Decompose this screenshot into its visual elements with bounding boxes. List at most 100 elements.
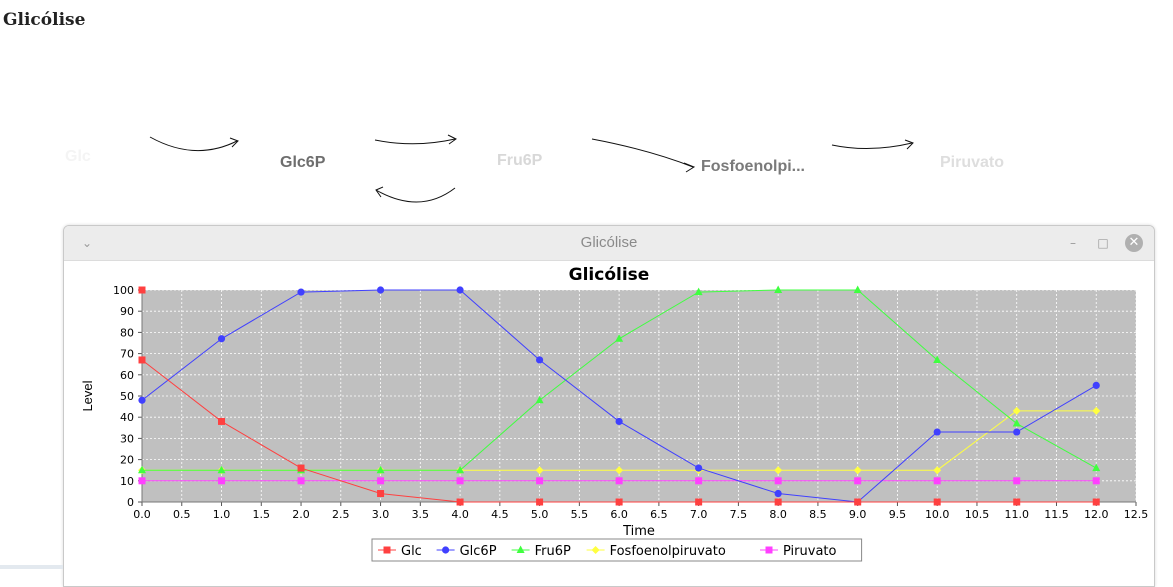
data-point-glc6p [456,286,464,294]
maximize-icon[interactable]: □ [1097,236,1109,250]
data-point-glc [695,498,703,506]
x-tick-label: 8.0 [769,508,787,521]
y-tick-label: 0 [127,496,134,509]
x-tick-label: 12.0 [1084,508,1109,521]
data-point-fru6p [615,334,624,342]
data-point-fosfoenolpiruvato [853,466,862,475]
page-title: Glicólise [3,10,86,30]
x-tick-label: 9.5 [889,508,907,521]
x-tick-label: 12.5 [1124,508,1149,521]
x-tick-label: 1.0 [213,508,231,521]
legend-label-glc6p: Glc6P [460,544,497,559]
x-tick-label: 6.0 [610,508,628,521]
legend-marker-piruvato [765,546,773,554]
data-point-fosfoenolpiruvato [615,466,624,475]
x-tick-label: 5.0 [531,508,549,521]
legend-box [371,538,863,562]
data-point-fru6p [1092,463,1101,472]
data-point-glc [218,417,226,425]
data-point-glc6p [1013,428,1021,436]
x-tick-label: 10.5 [965,508,990,521]
x-tick-label: 0.5 [173,508,191,521]
x-axis-label: Time [622,524,655,539]
data-point-glc [854,498,862,506]
x-tick-label: 5.5 [571,508,589,521]
arrow-fosfo-piruvato [831,142,913,150]
y-axis-label: Level [80,380,95,411]
legend-label-fosfoenolpiruvato: Fosfoenolpiruvato [610,544,726,559]
data-point-glc6p [933,428,941,436]
legend-item-glc: Glc [378,544,422,559]
data-point-fru6p [456,465,465,474]
data-point-piruvato [536,477,544,485]
chart-title: Glicólise [569,265,650,285]
x-tick-label: 9.0 [849,508,867,521]
data-point-glc6p [376,286,385,294]
y-tick-label: 30 [120,432,134,445]
x-tick-label: 6.5 [650,508,668,521]
arrow-fru6p-fosfo [591,138,694,168]
data-point-piruvato [1092,477,1100,485]
data-point-glc [1092,498,1100,506]
data-point-fru6p [774,285,783,293]
legend-item-glc6p: Glc6P [436,544,497,559]
window-title: Glicólise [580,234,638,251]
node-glc6p[interactable]: Glc6P [280,154,326,171]
minimize-icon[interactable]: – [1070,236,1076,250]
taskbar-edge [0,565,63,569]
data-point-piruvato [774,477,782,485]
legend-marker-fru6p [516,545,525,553]
x-tick-label: 1.5 [253,508,271,521]
data-point-glc6p [615,417,623,426]
data-point-piruvato [615,477,623,485]
window-titlebar[interactable]: ⌄ Glicólise – □ ✕ [64,226,1154,261]
y-tick-label: 70 [120,348,134,361]
y-tick-label: 60 [120,369,134,382]
data-point-glc [138,286,146,294]
x-tick-label: 3.0 [372,508,390,521]
pathway-arrows [149,134,914,203]
data-point-fru6p [376,465,385,474]
x-tick-label: 8.5 [809,508,827,521]
y-tick-label: 10 [120,475,134,488]
data-point-piruvato [695,477,703,485]
data-point-glc [377,490,385,498]
x-tick-label: 4.5 [491,508,509,521]
data-point-fru6p [535,395,544,404]
y-tick-label: 40 [120,411,134,424]
y-tick-label: 100 [113,284,134,297]
data-point-fosfoenolpiruvato [933,466,942,475]
data-point-glc [297,464,305,472]
y-tick-label: 90 [120,305,134,318]
series-glc [138,286,1100,506]
data-point-piruvato [138,477,146,485]
node-fosfoenolpiruvato[interactable]: Fosfoenolpi... [701,158,805,175]
legend-marker-fosfoenolpiruvato [591,546,600,554]
node-piruvato[interactable]: Piruvato [940,154,1005,171]
data-point-fru6p [853,285,862,293]
x-tick-label: 11.0 [1004,508,1029,521]
x-tick-label: 0.0 [133,508,151,521]
data-point-fru6p [138,465,146,474]
data-point-piruvato [933,477,941,485]
close-icon[interactable]: ✕ [1125,234,1143,252]
data-point-glc [1013,498,1021,506]
data-point-glc [774,498,782,506]
chevron-down-icon[interactable]: ⌄ [81,236,93,250]
data-point-glc6p [774,489,782,498]
x-tick-label: 2.0 [292,508,310,521]
series-glc6p [138,286,1100,506]
legend-marker-glc6p [442,546,450,554]
x-tick-label: 3.5 [412,508,430,521]
line-chart: Glicólise 0.0 0.5 1.0 1.5 2.0 2.5 3.0 3.5 4.0 4.5… [80,265,1149,562]
data-point-glc6p [217,335,226,343]
data-point-fru6p [217,465,226,474]
node-fru6p[interactable]: Fru6P [497,152,543,169]
node-glc[interactable]: Glc [65,148,91,165]
y-tick-label: 80 [120,326,134,339]
data-point-fosfoenolpiruvato [535,466,544,475]
arrow-glc-glc6p [149,136,238,151]
data-point-fosfoenolpiruvato [1092,406,1101,415]
x-tick-label: 11.5 [1044,508,1069,521]
data-point-piruvato [456,477,464,485]
